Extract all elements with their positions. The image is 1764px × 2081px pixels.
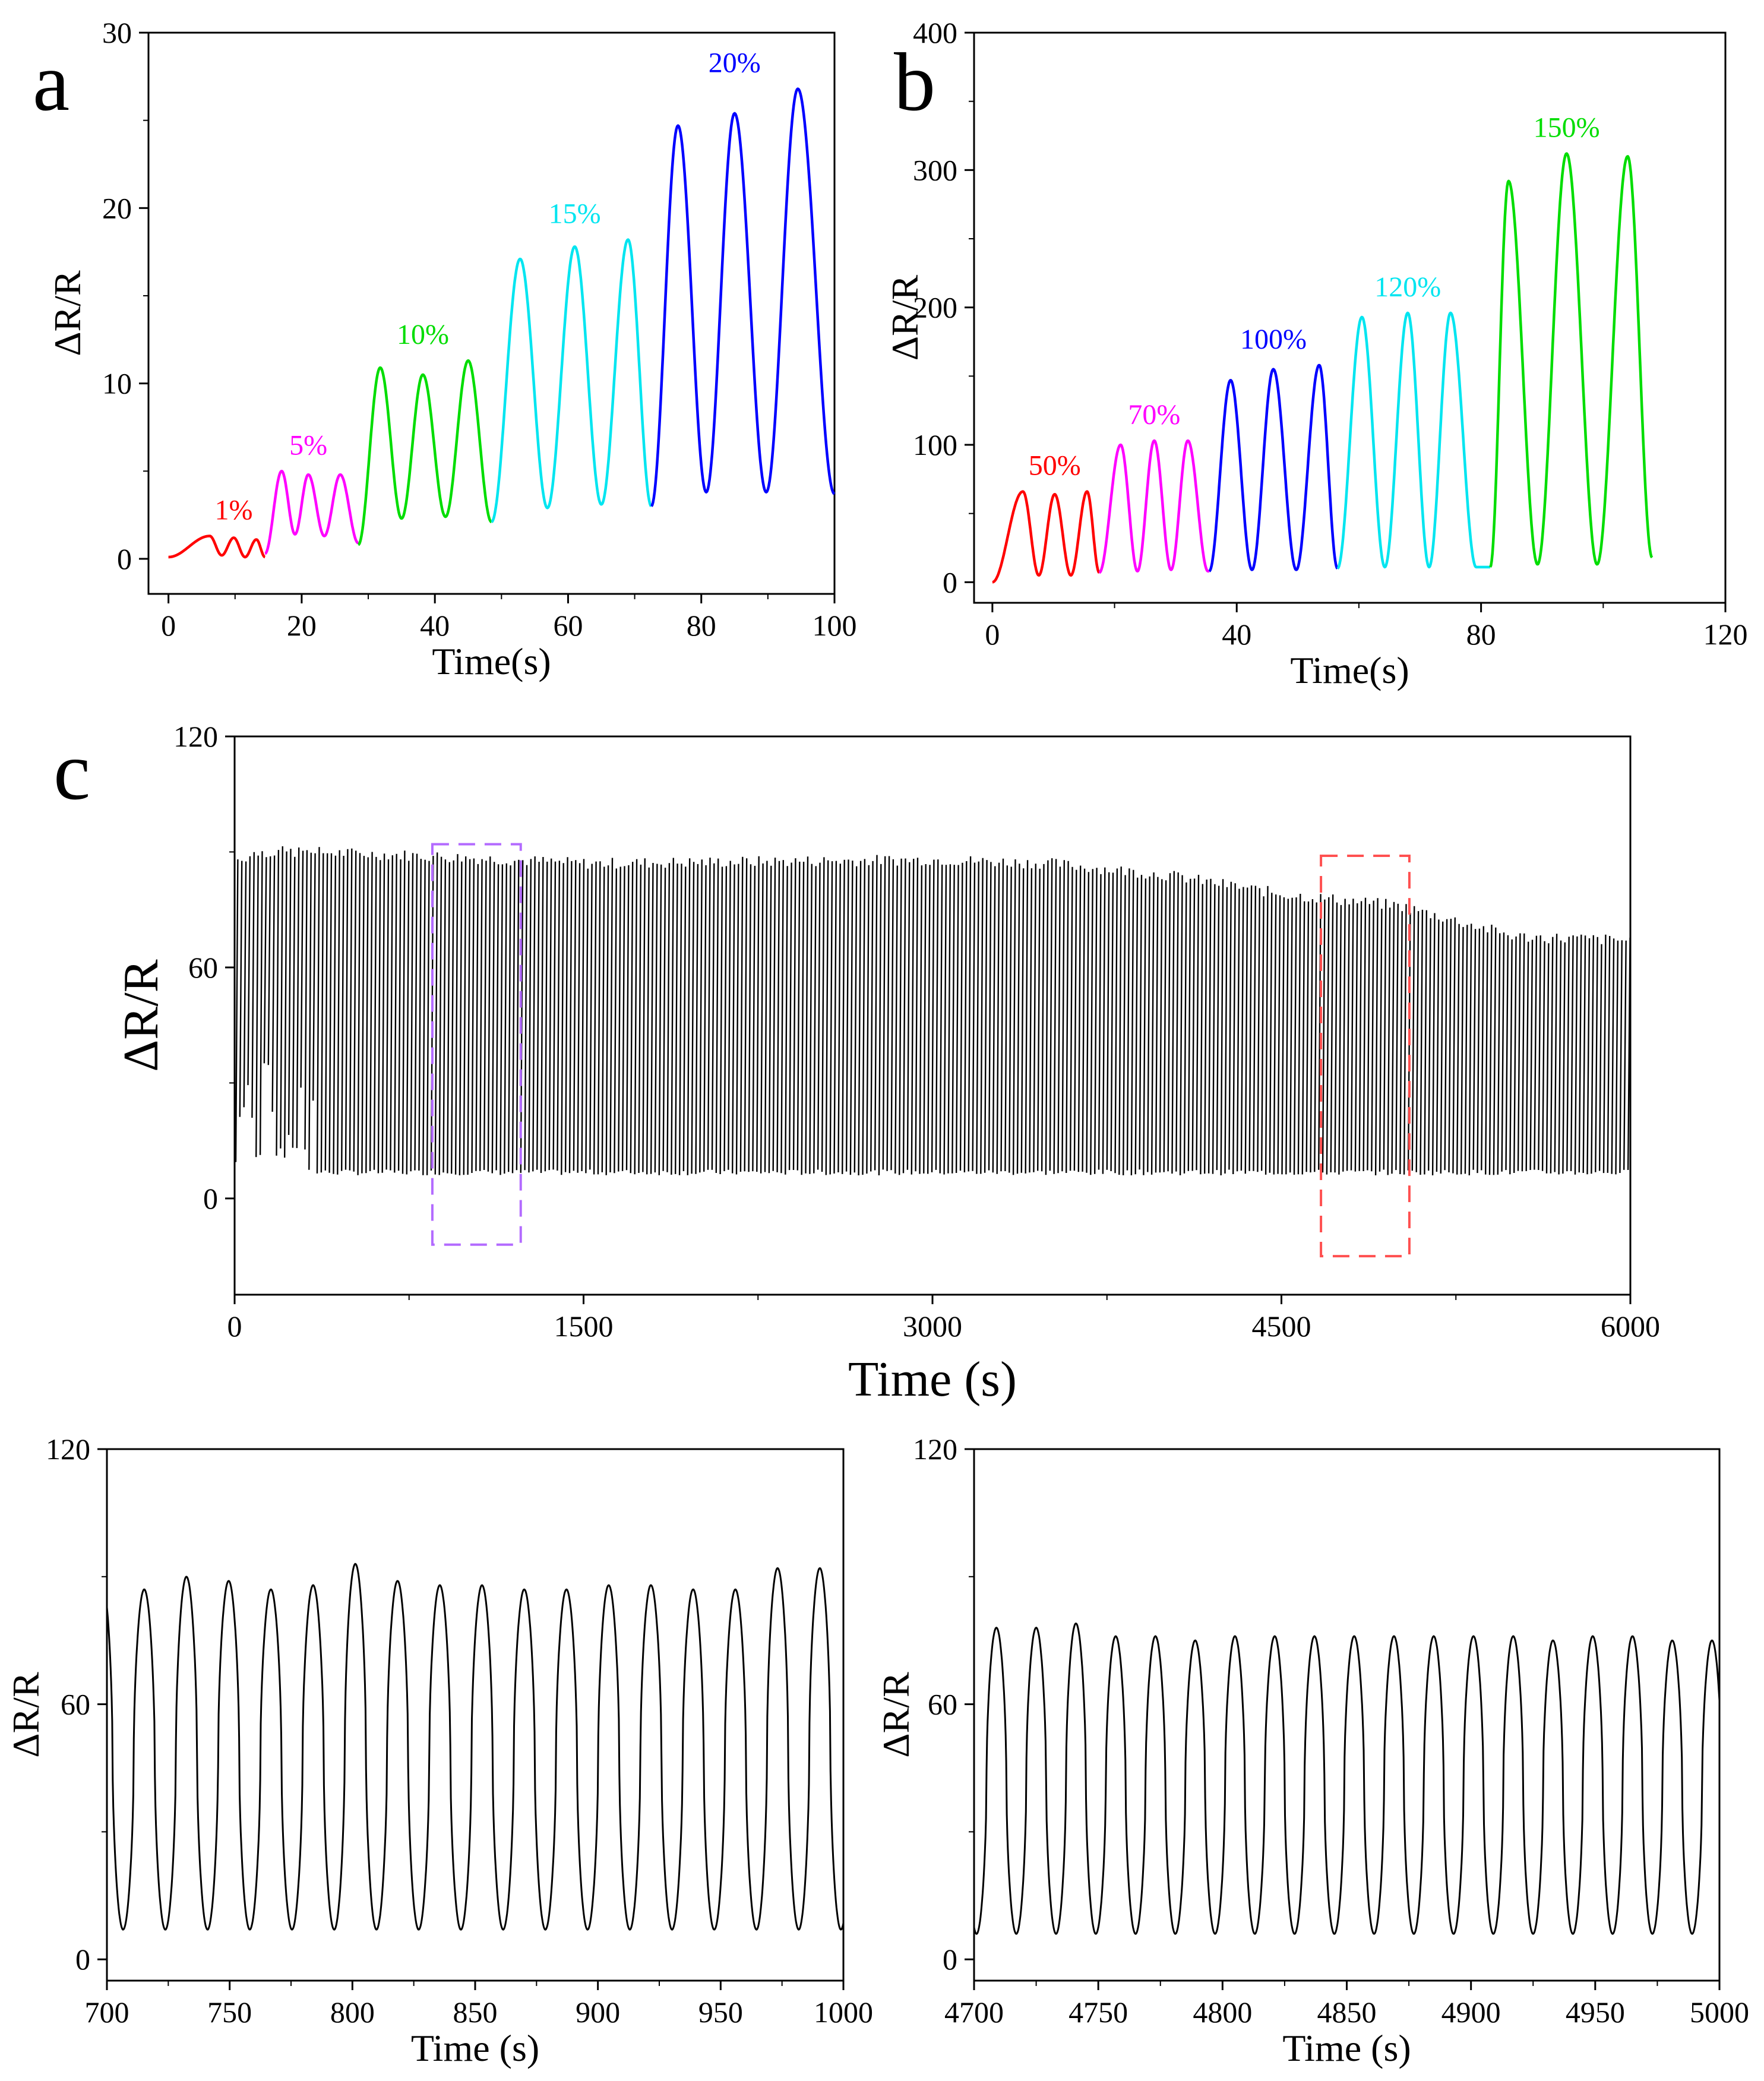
x-axis-title: Time(s)	[432, 640, 551, 682]
y-tick-label: 100	[913, 428, 957, 461]
y-tick-label: 60	[928, 1688, 957, 1721]
panel-b: 0 40 80 120 0 100 200 300 400 Time(s) ΔR/R b 50% 70% 1…	[884, 16, 1748, 691]
series-line-10%	[357, 359, 492, 546]
panel-a: 0 20 40 60 80 100 0 10 20 30 Time(s) ΔR/R a 1% 5% 10% 15…	[33, 16, 857, 682]
panel-e: 4700 4750 4800 4850 4900 4950 5000 0 60 120 Time (…	[875, 1432, 1749, 2069]
x-tick-label: 1500	[554, 1310, 614, 1343]
series-line-100%	[1208, 363, 1339, 573]
y-tick-label: 60	[61, 1688, 90, 1721]
series-line-70%	[1098, 439, 1210, 574]
series-label: 150%	[1534, 112, 1600, 144]
x-tick-label: 0	[985, 618, 1000, 651]
series-line-150%	[1488, 152, 1654, 568]
x-tick-label: 750	[207, 1995, 252, 2029]
series-line-20%	[650, 87, 836, 507]
x-axis-title: Time (s)	[1282, 2027, 1411, 2069]
y-tick-label: 0	[943, 1943, 957, 1976]
x-tick-label: 80	[1466, 618, 1496, 651]
x-tick-label: 700	[85, 1995, 129, 2029]
x-axis-title: Time (s)	[411, 2027, 539, 2069]
x-tick-label: 4700	[944, 1995, 1004, 2029]
series-line-120%	[1336, 311, 1491, 570]
series-label: 20%	[709, 48, 761, 79]
x-tick-label: 4500	[1252, 1310, 1311, 1343]
y-tick-label: 120	[173, 720, 218, 753]
y-tick-label: 120	[46, 1432, 90, 1466]
series-line-zoom-1	[107, 1563, 843, 1931]
series-label: 15%	[549, 198, 601, 229]
series-line-15%	[491, 238, 653, 523]
panel-letter: a	[33, 36, 69, 128]
x-tick-label: 4750	[1068, 1995, 1128, 2029]
y-tick-label: 120	[913, 1432, 957, 1466]
x-tick-label: 800	[330, 1995, 375, 2029]
series-label: 120%	[1374, 271, 1441, 303]
y-tick-label: 0	[117, 542, 132, 575]
series-line-cyclic	[235, 846, 1630, 1176]
y-axis-title: ΔR/R	[46, 270, 88, 356]
y-tick-label: 0	[943, 565, 957, 599]
series-label: 10%	[397, 319, 449, 350]
panel-letter: b	[894, 36, 935, 128]
y-tick-label: 400	[913, 16, 957, 49]
x-tick-label: 100	[813, 609, 857, 642]
series-line-zoom-2	[974, 1623, 1719, 1935]
x-tick-label: 40	[420, 609, 450, 642]
series-label: 50%	[1029, 450, 1081, 482]
y-axis-title: ΔR/R	[875, 1672, 917, 1758]
series-line-5%	[264, 470, 359, 555]
y-tick-label: 60	[188, 951, 218, 984]
x-tick-label: 6000	[1601, 1310, 1660, 1343]
x-tick-label: 40	[1222, 618, 1251, 651]
plot-frame	[147, 31, 836, 595]
x-tick-label: 900	[576, 1995, 620, 2029]
series-label: 100%	[1240, 324, 1307, 355]
x-tick-label: 0	[227, 1310, 242, 1343]
x-tick-label: 0	[161, 609, 176, 642]
y-tick-label: 200	[913, 291, 957, 324]
x-tick-label: 1000	[814, 1995, 873, 2029]
x-tick-label: 3000	[903, 1310, 962, 1343]
highlight-box-2	[1320, 854, 1411, 1258]
series-label: 70%	[1128, 399, 1180, 431]
y-tick-label: 0	[75, 1943, 90, 1976]
x-tick-label: 5000	[1690, 1995, 1749, 2029]
y-tick-label: 20	[102, 191, 132, 224]
series-label: 1%	[215, 495, 253, 526]
y-tick-label: 30	[102, 16, 132, 49]
highlight-box-1	[431, 843, 522, 1246]
x-tick-label: 80	[687, 609, 716, 642]
x-tick-label: 60	[553, 609, 583, 642]
x-tick-label: 850	[453, 1995, 498, 2029]
x-tick-label: 20	[287, 609, 317, 642]
x-tick-label: 4950	[1566, 1995, 1625, 2029]
panel-c: 0 1500 3000 4500 6000 0 60 120 Time (s) ΔR/R c	[53, 720, 1660, 1407]
y-axis-title: ΔR/R	[113, 959, 169, 1071]
x-tick-label: 120	[1703, 618, 1748, 651]
panel-d: 700 750 800 850 900 950 1000 0 60 120 Time (s) ΔR/R	[5, 1432, 873, 2069]
x-tick-label: 950	[698, 1995, 743, 2029]
series-line-50%	[991, 490, 1101, 584]
y-tick-label: 300	[913, 153, 957, 186]
y-tick-label: 0	[203, 1182, 218, 1215]
plot-frame	[973, 31, 1727, 604]
x-axis-title: Time (s)	[848, 1352, 1017, 1407]
plot-frame	[106, 1448, 845, 1982]
x-tick-label: 4850	[1317, 1995, 1377, 2029]
x-tick-label: 4800	[1193, 1995, 1252, 2029]
x-axis-title: Time(s)	[1290, 649, 1409, 691]
series-line-1%	[167, 535, 266, 559]
y-axis-title: ΔR/R	[5, 1672, 47, 1758]
y-axis-title: ΔR/R	[884, 275, 926, 361]
x-tick-label: 4900	[1441, 1995, 1501, 2029]
series-label: 5%	[289, 429, 327, 461]
panel-letter: c	[53, 725, 90, 817]
y-tick-label: 10	[102, 367, 132, 400]
